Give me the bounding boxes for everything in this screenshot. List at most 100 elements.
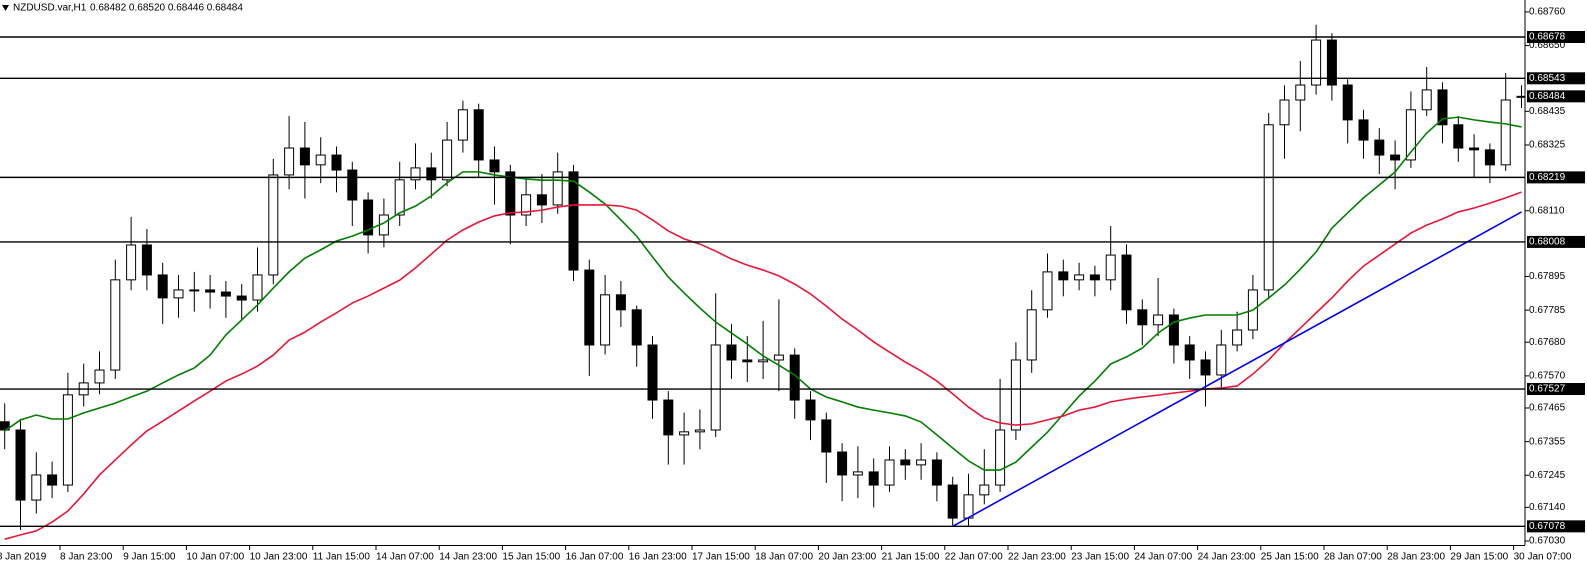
- candle-body: [284, 147, 295, 176]
- candle-body: [473, 109, 484, 161]
- candle-body: [1153, 314, 1164, 326]
- trend-line: [952, 211, 1522, 528]
- plot-area: [0, 24, 1525, 540]
- candle-body: [1358, 119, 1369, 141]
- last-price-label: 0.68484: [1529, 91, 1566, 102]
- candle-body: [157, 274, 168, 299]
- candle-body: [631, 309, 642, 346]
- candle-body: [947, 484, 958, 519]
- x-tick-label: 28 Jan 07:00: [1324, 552, 1382, 563]
- x-tick-label: 14 Jan 07:00: [376, 552, 434, 563]
- candle-body: [600, 294, 611, 346]
- candle-body: [916, 459, 927, 466]
- level-label: 0.68543: [1529, 73, 1566, 84]
- x-tick-label: 25 Jan 15:00: [1261, 552, 1319, 563]
- level-label-box: [1527, 383, 1585, 396]
- y-tick-label: 0.67680: [1529, 337, 1566, 348]
- candle-body: [1421, 89, 1432, 111]
- x-tick-label: 10 Jan 23:00: [250, 552, 308, 563]
- x-tick-label: 16 Jan 23:00: [629, 552, 687, 563]
- level-label-box: [1527, 72, 1585, 85]
- last-price-label-box: [1527, 90, 1585, 103]
- candle-body: [15, 429, 26, 501]
- candle-body: [615, 294, 626, 311]
- candle-body: [252, 274, 263, 301]
- candle-body: [679, 431, 690, 436]
- candle-body: [1089, 274, 1100, 281]
- candle-body: [552, 171, 563, 206]
- candle-body: [694, 429, 705, 433]
- y-tick-label: 0.68650: [1529, 40, 1566, 51]
- candle-body: [821, 419, 832, 453]
- level-label: 0.68678: [1529, 32, 1566, 43]
- y-tick-label: 0.68760: [1529, 7, 1566, 18]
- candle-body: [568, 171, 579, 271]
- candle-body: [141, 244, 152, 276]
- level-label: 0.68219: [1529, 172, 1566, 183]
- collapse-icon[interactable]: [2, 5, 9, 11]
- candle-body: [963, 494, 974, 519]
- candle-body: [1405, 109, 1416, 161]
- x-tick-label: 10 Jan 07:00: [186, 552, 244, 563]
- candle-body: [394, 179, 405, 216]
- candle-body: [1010, 359, 1021, 431]
- candle-body: [1326, 39, 1337, 86]
- x-tick-label: 22 Jan 23:00: [1008, 552, 1066, 563]
- candle-body: [173, 289, 184, 299]
- candle-body: [315, 154, 326, 166]
- candle-body: [900, 459, 911, 466]
- candle-body: [884, 459, 895, 486]
- x-tick-label: 8 Jan 2019: [0, 552, 47, 563]
- candle-body: [1484, 149, 1495, 166]
- candle-body: [647, 344, 658, 401]
- candle-body: [1200, 359, 1211, 376]
- y-tick-label: 0.67355: [1529, 436, 1566, 447]
- x-tick-label: 8 Jan 23:00: [60, 552, 113, 563]
- x-tick-label: 29 Jan 15:00: [1450, 552, 1508, 563]
- y-tick-label: 0.67570: [1529, 371, 1566, 382]
- candle-body: [773, 354, 784, 361]
- level-label-box: [1527, 520, 1585, 533]
- candle-body: [1216, 344, 1227, 376]
- x-tick-label: 14 Jan 23:00: [439, 552, 497, 563]
- x-tick-label: 24 Jan 23:00: [1198, 552, 1256, 563]
- candle-body: [837, 451, 848, 476]
- ohlc-text: 0.68482 0.68520 0.68446 0.68484: [90, 3, 243, 14]
- candle-body: [1342, 84, 1353, 121]
- candle-body: [1137, 309, 1148, 326]
- candle-body: [1263, 124, 1274, 291]
- candle-body: [536, 194, 547, 206]
- candle-body: [31, 474, 42, 501]
- candle-body: [726, 344, 737, 361]
- candle-body: [758, 359, 769, 363]
- x-tick-label: 15 Jan 15:00: [502, 552, 560, 563]
- x-tick-label: 23 Jan 15:00: [1071, 552, 1129, 563]
- candle-body: [410, 167, 421, 181]
- level-label-box: [1527, 235, 1585, 248]
- candle-body: [347, 169, 358, 201]
- axes: 0.68760 0.68650 0.68435 0.68325 0.68110 0.678…: [0, 7, 1585, 563]
- level-label-box: [1527, 31, 1585, 44]
- candle-body: [1232, 329, 1243, 346]
- x-tick-label: 20 Jan 23:00: [818, 552, 876, 563]
- candle-body: [1074, 274, 1085, 281]
- candle-body: [1042, 271, 1053, 311]
- candle-body: [1311, 39, 1322, 86]
- moving-average-line: [4, 116, 1522, 471]
- candle-body: [205, 289, 216, 293]
- candle-body: [1058, 271, 1069, 281]
- level-label: 0.68008: [1529, 237, 1566, 248]
- candle-body: [979, 484, 990, 496]
- level-label-box: [1527, 171, 1585, 184]
- candle-body: [236, 295, 247, 301]
- x-tick-label: 21 Jan 15:00: [882, 552, 940, 563]
- candle-body: [710, 344, 721, 431]
- candle-body: [1279, 99, 1290, 126]
- candle-body: [299, 147, 310, 166]
- candle-body: [1516, 95, 1525, 98]
- x-tick-label: 18 Jan 07:00: [755, 552, 813, 563]
- candle-body: [1500, 99, 1511, 166]
- y-tick-label: 0.68110: [1529, 205, 1565, 216]
- candle-body: [489, 159, 500, 173]
